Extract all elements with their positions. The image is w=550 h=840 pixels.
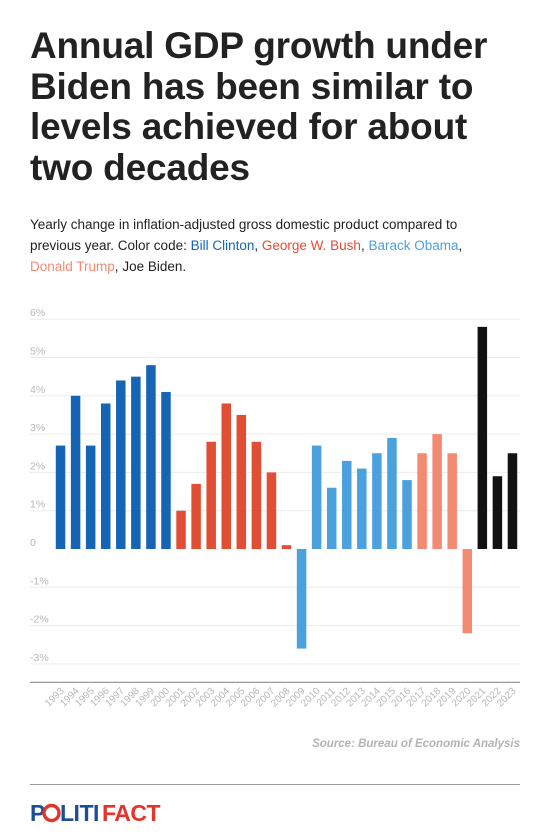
y-tick-label: 4% [30, 384, 45, 396]
legend-sep: , [254, 238, 262, 253]
bar-2011 [326, 487, 337, 549]
bar-2008 [281, 545, 292, 549]
bar-2001 [176, 510, 186, 549]
x-axis-year-labels: 1993199419951996199719981999200020012002… [43, 685, 519, 709]
footer-divider [30, 784, 520, 785]
bar-1997 [116, 380, 126, 549]
bar-2007 [266, 472, 277, 549]
y-tick-label: 3% [30, 422, 45, 434]
bar-2021 [477, 326, 488, 549]
svg-text:P: P [30, 800, 45, 826]
svg-text:FACT: FACT [102, 800, 161, 826]
bar-2015 [387, 437, 397, 549]
bar-2006 [251, 441, 262, 549]
bar-2014 [372, 453, 382, 549]
bar-2012 [342, 460, 352, 549]
bar-2017 [417, 453, 427, 549]
bar-1999 [146, 365, 156, 549]
y-tick-label: 0 [30, 537, 36, 549]
legend-bush: George W. Bush [261, 238, 361, 253]
legend-sep: . [182, 259, 187, 274]
bar-2009 [296, 549, 307, 649]
legend-biden: Joe Biden [122, 259, 183, 274]
bar-2016 [402, 480, 412, 549]
bar-1998 [131, 376, 141, 549]
y-tick-label: 1% [30, 499, 45, 511]
bar-2020 [462, 549, 473, 634]
bar-1994 [70, 395, 81, 549]
source-note: Source: Bureau of Economic Analysis [312, 738, 520, 750]
bars [55, 326, 518, 649]
y-tick-label: -2% [30, 614, 49, 626]
y-axis-tick-labels: 6% 5% 4% 3% 2% 1% 0 -1% -2% -3% [30, 307, 49, 664]
legend-sep: , [458, 238, 463, 253]
legend-sep: , [360, 238, 369, 253]
bar-2022 [492, 476, 503, 549]
bar-2013 [357, 468, 367, 549]
chart-subtitle: Yearly change in inflation-adjusted gros… [30, 214, 500, 277]
gdp-bar-chart: 6% 5% 4% 3% 2% 1% 0 -1% -2% -3% 19931994199519961… [30, 307, 520, 709]
legend-obama: Barack Obama [368, 238, 459, 253]
legend-trump: Donald Trump [30, 259, 115, 274]
svg-text:LITI: LITI [60, 800, 99, 826]
y-tick-label: -1% [30, 575, 49, 587]
bar-1995 [85, 445, 96, 549]
bar-2004 [221, 403, 231, 549]
bar-1996 [100, 403, 111, 549]
bar-2000 [161, 391, 171, 549]
bar-1993 [55, 445, 66, 549]
y-tick-label: 6% [30, 307, 45, 319]
bar-2003 [206, 441, 216, 549]
y-tick-label: 5% [30, 346, 45, 358]
bar-2019 [447, 453, 457, 549]
chart-title: Annual GDP growth under Biden has been s… [30, 25, 488, 188]
politifact-logo: P LITI FACT [30, 800, 161, 826]
subtitle-intro: Yearly change in inflation-adjusted gros… [30, 217, 458, 253]
legend-sep: , [114, 259, 123, 274]
bar-2002 [191, 483, 201, 549]
y-tick-label: 2% [30, 460, 45, 472]
bar-2018 [432, 434, 442, 549]
bar-2023 [507, 453, 518, 549]
legend-clinton: Bill Clinton [190, 238, 255, 253]
bar-2010 [311, 445, 322, 549]
y-tick-label: -3% [30, 652, 49, 664]
bar-2005 [236, 414, 247, 549]
